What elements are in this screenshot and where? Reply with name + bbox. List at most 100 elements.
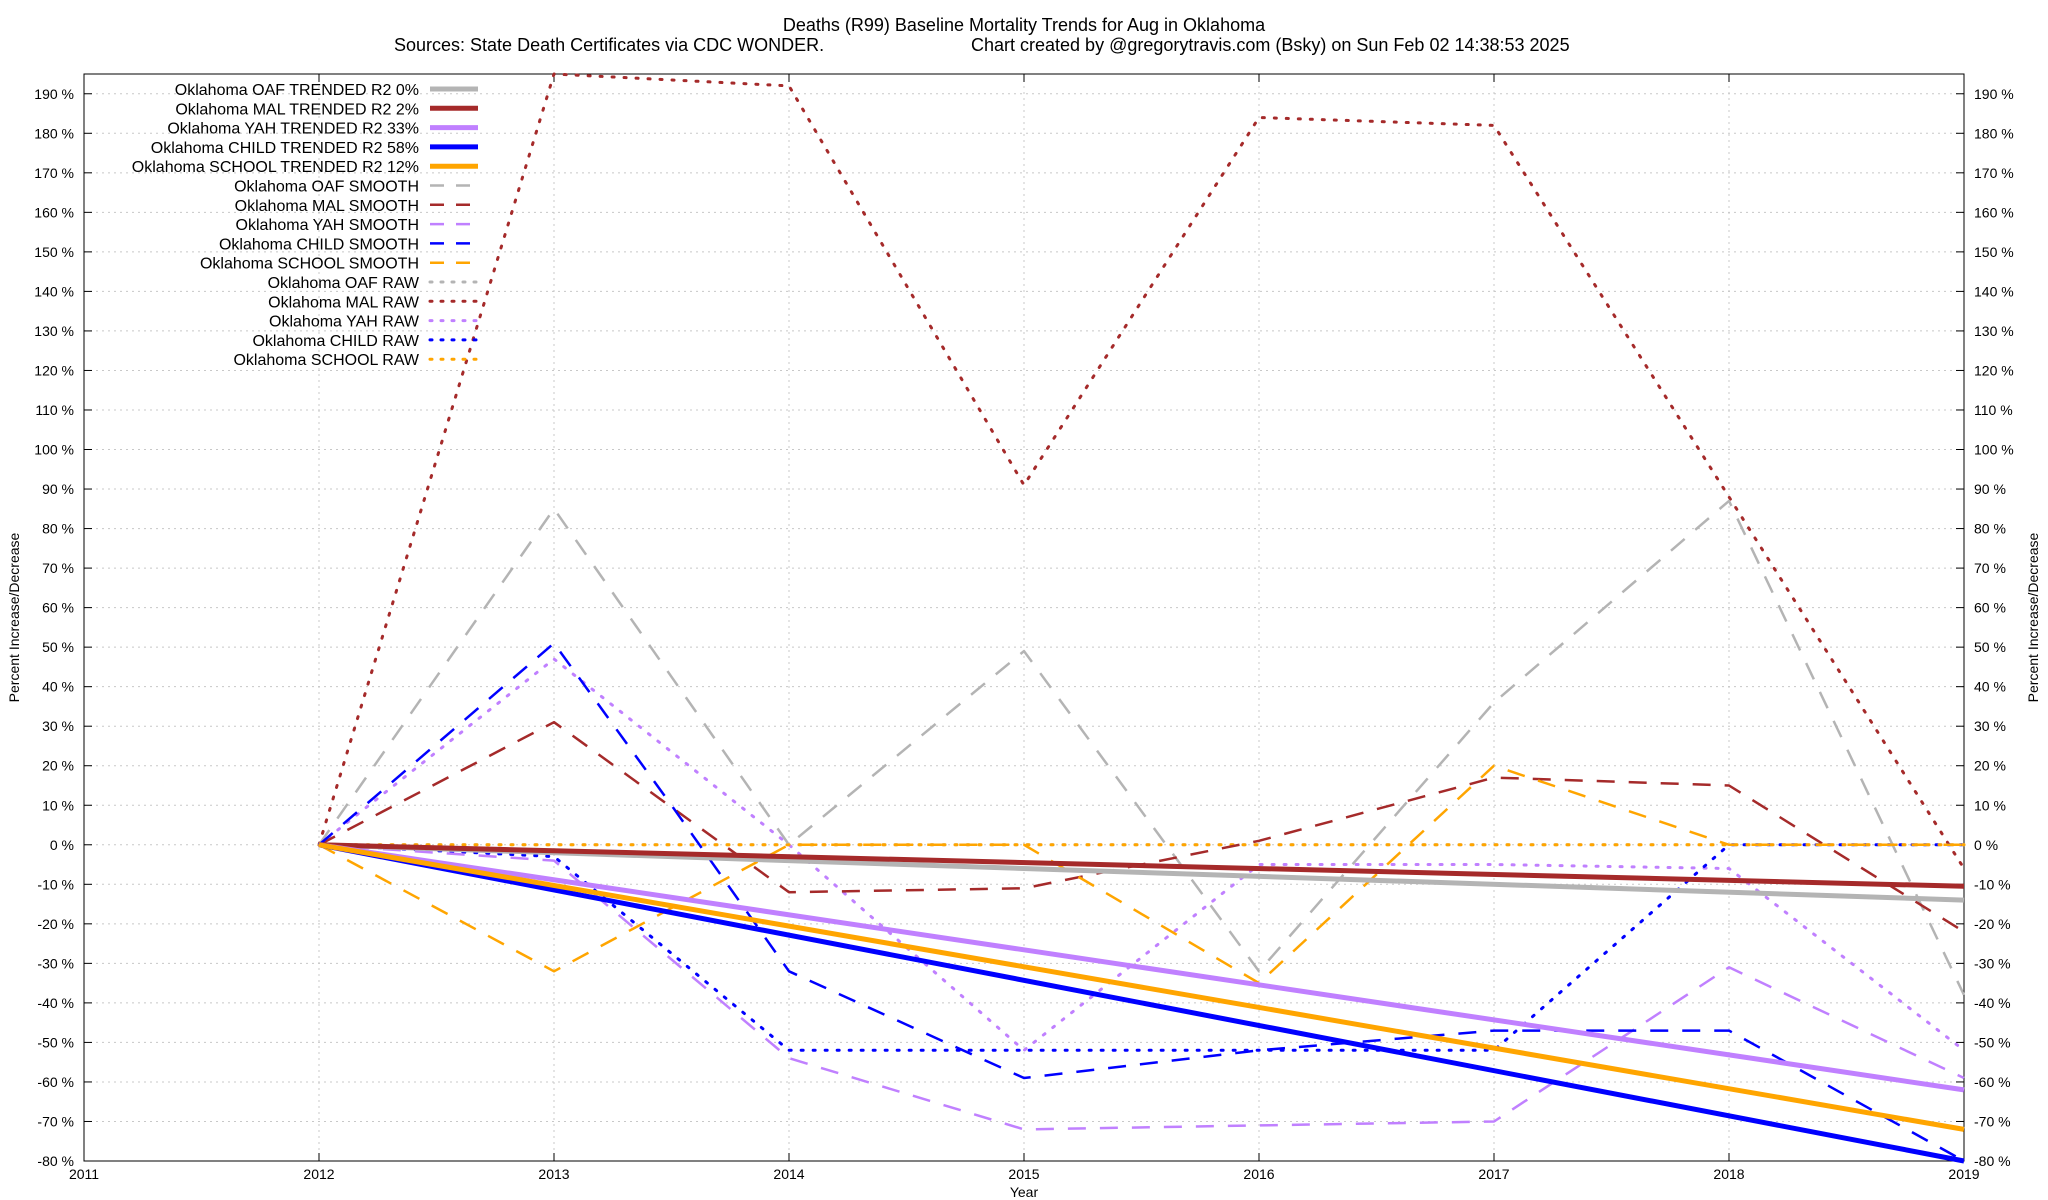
y-tick-label: 0 %: [50, 837, 74, 853]
legend-label-child-smooth: Oklahoma CHILD SMOOTH: [219, 236, 419, 253]
legend-label-oaf-raw: Oklahoma OAF RAW: [268, 275, 420, 292]
y-tick-label: 190 %: [34, 86, 74, 102]
y-tick-label: -20 %: [37, 916, 74, 932]
series-line-mal-trend: [318, 842, 1965, 889]
x-tick-label: 2011: [69, 1166, 99, 1182]
y2-tick-label: 170 %: [1974, 165, 2014, 181]
y2-tick-label: 10 %: [1974, 797, 2006, 813]
y2-tick-label: -40 %: [1974, 995, 2011, 1011]
legend-label-child-raw: Oklahoma CHILD RAW: [252, 333, 419, 350]
legend-label-child-trend: Oklahoma CHILD TRENDED R2 58%: [151, 140, 419, 157]
y2-tick-label: -30 %: [1974, 955, 2011, 971]
y-axis-label: Percent Increase/Decrease: [6, 532, 22, 702]
y2-tick-label: 110 %: [1974, 402, 2013, 418]
legend-label-school-trend: Oklahoma SCHOOL TRENDED R2 12%: [132, 159, 419, 176]
y-tick-label: -30 %: [37, 955, 74, 971]
x-tick-label: 2014: [773, 1166, 804, 1182]
y2-tick-label: -80 %: [1974, 1153, 2011, 1169]
legend-label-yah-smooth: Oklahoma YAH SMOOTH: [236, 217, 419, 234]
y-tick-label: 70 %: [42, 560, 74, 576]
y2-tick-label: 120 %: [1974, 362, 2014, 378]
y-tick-label: 20 %: [42, 758, 74, 774]
y2-tick-label: 130 %: [1974, 323, 2014, 339]
y2-tick-label: 150 %: [1974, 244, 2014, 260]
y-tick-label: 90 %: [42, 481, 74, 497]
legend: Oklahoma OAF TRENDED R2 0% Oklahoma MAL T…: [132, 82, 480, 369]
x-tick-label: 2012: [303, 1166, 334, 1182]
series-line-child-raw: [317, 843, 1966, 1052]
y2-tick-label: 0 %: [1974, 837, 1998, 853]
y-tick-label: 150 %: [34, 244, 74, 260]
y-tick-label: -10 %: [37, 876, 74, 892]
legend-label-school-smooth: Oklahoma SCHOOL SMOOTH: [200, 256, 419, 273]
series-line-school-smooth: [318, 764, 1964, 985]
y-tick-label: 30 %: [42, 718, 74, 734]
y2-tick-label: -60 %: [1974, 1074, 2011, 1090]
y-tick-label: 60 %: [42, 600, 74, 616]
y-tick-label: 180 %: [34, 125, 74, 141]
chart-subtitle-sources: Sources: State Death Certificates via CD…: [394, 35, 824, 55]
y2-tick-label: -10 %: [1974, 876, 2011, 892]
y2-tick-label: 30 %: [1974, 718, 2006, 734]
x-tick-label: 2013: [538, 1166, 569, 1182]
y2-tick-label: 190 %: [1974, 86, 2014, 102]
x-tick-label: 2018: [1713, 1166, 1744, 1182]
y2-tick-label: 100 %: [1974, 442, 2014, 458]
series-line-mal-smooth: [318, 720, 1965, 933]
x-axis-label: Year: [1010, 1184, 1039, 1200]
y-tick-label: 120 %: [34, 362, 74, 378]
y-tick-label: -40 %: [37, 995, 74, 1011]
y2-tick-label: -50 %: [1974, 1034, 2011, 1050]
y-tick-label: 40 %: [42, 679, 74, 695]
y-tick-label: 140 %: [34, 283, 74, 299]
y2-tick-label: 140 %: [1974, 283, 2014, 299]
y-tick-label: -60 %: [37, 1074, 74, 1090]
y-tick-label: 50 %: [42, 639, 74, 655]
series-line-mal-raw: [317, 72, 1966, 870]
y-tick-label: 10 %: [42, 797, 74, 813]
y2-tick-label: 180 %: [1974, 125, 2014, 141]
legend-label-oaf-smooth: Oklahoma OAF SMOOTH: [234, 179, 419, 196]
y2-tick-label: 20 %: [1974, 758, 2006, 774]
x-tick-label: 2015: [1008, 1166, 1039, 1182]
legend-label-yah-trend: Oklahoma YAH TRENDED R2 33%: [167, 121, 419, 138]
y-tick-label: 100 %: [34, 442, 74, 458]
legend-label-yah-raw: Oklahoma YAH RAW: [269, 314, 420, 331]
y2-axis-label: Percent Increase/Decrease: [2025, 532, 2041, 702]
axis-ticks: 2011 2012 2013 2014 2015 2016 2017 2018 2019 190 …: [34, 74, 2014, 1182]
x-tick-label: 2017: [1478, 1166, 1509, 1182]
y2-tick-label: -20 %: [1974, 916, 2011, 932]
series-line-child-trend: [318, 842, 1965, 1164]
y-tick-label: -80 %: [37, 1153, 74, 1169]
chart-subtitle-credit: Chart created by @gregorytravis.com (Bsk…: [971, 35, 1570, 55]
legend-label-mal-raw: Oklahoma MAL RAW: [268, 294, 420, 311]
series-line-oaf-smooth: [317, 499, 1966, 996]
series-line-child-smooth: [318, 641, 1965, 1163]
y-tick-label: 160 %: [34, 204, 74, 220]
series-line-yah-smooth: [318, 843, 1965, 1131]
x-tick-label: 2016: [1243, 1166, 1274, 1182]
legend-label-mal-trend: Oklahoma MAL TRENDED R2 2%: [175, 101, 419, 118]
y2-tick-label: 70 %: [1974, 560, 2006, 576]
x-tick-label: 2019: [1948, 1166, 1979, 1182]
y-tick-label: 130 %: [34, 323, 74, 339]
y-tick-label: -50 %: [37, 1034, 74, 1050]
y-tick-label: 170 %: [34, 165, 74, 181]
legend-label-mal-smooth: Oklahoma MAL SMOOTH: [235, 198, 419, 215]
y-tick-label: 110 %: [35, 402, 74, 418]
y2-tick-label: 50 %: [1974, 639, 2006, 655]
y-tick-label: -70 %: [37, 1113, 74, 1129]
y2-tick-label: 90 %: [1974, 481, 2006, 497]
y2-tick-label: 40 %: [1974, 679, 2006, 695]
legend-label-oaf-trend: Oklahoma OAF TRENDED R2 0%: [175, 82, 419, 99]
series-line-yah-raw: [317, 657, 1966, 1052]
grid: [83, 74, 1965, 1162]
series-line-yah-trend: [318, 842, 1965, 1093]
y-tick-label: 80 %: [42, 521, 74, 537]
y2-tick-label: -70 %: [1974, 1113, 2011, 1129]
series: [317, 72, 1966, 1164]
y2-tick-label: 60 %: [1974, 600, 2006, 616]
y2-tick-label: 80 %: [1974, 521, 2006, 537]
y2-tick-label: 160 %: [1974, 204, 2014, 220]
